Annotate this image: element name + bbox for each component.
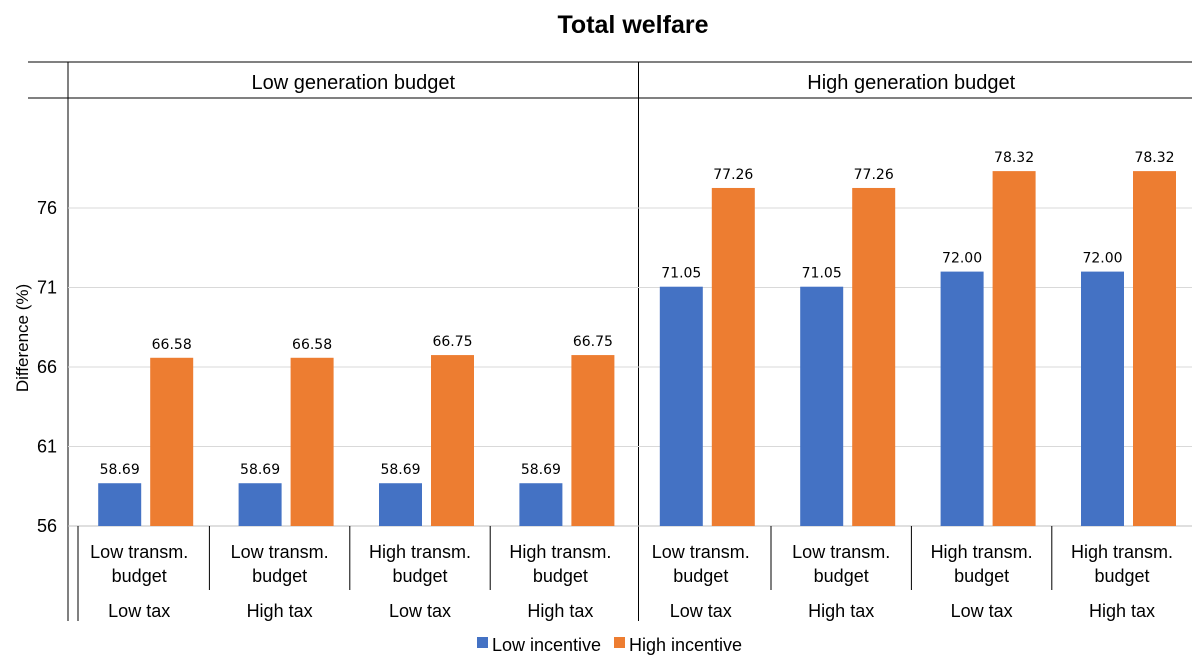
bar-high-incentive — [571, 355, 615, 526]
bar-high-incentive — [992, 171, 1036, 526]
bar-low-incentive — [940, 271, 984, 526]
bar-low-incentive — [379, 483, 422, 526]
category-transm-label-line1: High transm. — [369, 542, 471, 562]
category-transm-label-line2: budget — [814, 566, 869, 586]
bar-high-incentive — [1133, 171, 1176, 526]
data-label: 77.26 — [854, 167, 894, 183]
category-transm-label-line2: budget — [533, 566, 588, 586]
category-transm-label-line2: budget — [954, 566, 1009, 586]
category-labels: Low transm. budget Low tax Low transm. budge… — [77, 526, 1173, 621]
bar-low-incentive — [98, 483, 142, 526]
category-transm-label-line2: budget — [392, 566, 447, 586]
category-transm-label-line1: Low transm. — [652, 542, 750, 562]
category-transm-label-line2: budget — [252, 566, 307, 586]
data-label: 66.75 — [432, 334, 472, 350]
bar-low-incentive — [659, 286, 703, 526]
bars — [98, 171, 1176, 526]
category-transm-label-line1: Low transm. — [90, 542, 188, 562]
y-tick-label: 61 — [37, 437, 57, 457]
category-transm-label-line1: High transm. — [1071, 542, 1173, 562]
category-tax-label: High tax — [1089, 601, 1155, 621]
category-transm-label-line1: High transm. — [509, 542, 611, 562]
category-tax-label: Low tax — [670, 601, 732, 621]
category-tax-label: High tax — [808, 601, 874, 621]
bar-low-incentive — [1081, 271, 1124, 526]
category-transm-label-line1: Low transm. — [231, 542, 329, 562]
data-labels: 58.69 66.58 58.69 66.58 58.69 66.75 58.69 66.75… — [100, 150, 1175, 478]
data-label: 66.75 — [573, 334, 613, 350]
data-label: 71.05 — [661, 266, 701, 282]
data-label: 58.69 — [100, 462, 140, 478]
panel-label-high-generation: High generation budget — [807, 72, 1015, 94]
data-label: 58.69 — [521, 462, 561, 478]
bar-high-incentive — [431, 355, 474, 526]
category-tax-label: High tax — [247, 601, 313, 621]
bar-low-incentive — [238, 483, 282, 526]
category-tax-label: High tax — [527, 601, 593, 621]
category-transm-label-line1: Low transm. — [792, 542, 890, 562]
data-label: 72.00 — [1082, 251, 1122, 267]
data-label: 66.58 — [292, 337, 332, 353]
legend-swatch-low-incentive — [477, 637, 488, 648]
data-label: 71.05 — [802, 266, 842, 282]
chart-title: Total welfare — [558, 11, 709, 39]
category-tax-label: Low tax — [389, 601, 451, 621]
category-transm-label-line2: budget — [112, 566, 167, 586]
category-tax-label: Low tax — [108, 601, 170, 621]
bar-high-incentive — [852, 187, 896, 526]
bar-low-incentive — [519, 483, 563, 526]
legend-label-low-incentive: Low incentive — [492, 635, 601, 655]
data-label: 58.69 — [380, 462, 420, 478]
category-transm-label-line2: budget — [673, 566, 728, 586]
data-label: 58.69 — [240, 462, 280, 478]
data-label: 66.58 — [152, 337, 192, 353]
y-tick-label: 66 — [37, 357, 57, 377]
bar-high-incentive — [290, 357, 334, 526]
bar-low-incentive — [800, 286, 844, 526]
y-tick-label: 76 — [37, 198, 57, 218]
panel-label-low-generation: Low generation budget — [252, 72, 456, 94]
legend: Low incentive High incentive — [477, 635, 742, 655]
data-label: 72.00 — [942, 251, 982, 267]
y-axis-ticks: 56 61 66 71 76 — [37, 198, 57, 536]
y-tick-label: 56 — [37, 516, 57, 536]
y-tick-label: 71 — [37, 278, 57, 298]
y-axis-label: Difference (%) — [13, 284, 32, 392]
category-tax-label: Low tax — [951, 601, 1013, 621]
legend-swatch-high-incentive — [614, 637, 625, 648]
data-label: 78.32 — [994, 150, 1034, 166]
bar-high-incentive — [150, 357, 194, 526]
data-label: 77.26 — [713, 167, 753, 183]
category-transm-label-line2: budget — [1094, 566, 1149, 586]
bar-high-incentive — [711, 187, 755, 526]
legend-label-high-incentive: High incentive — [629, 635, 742, 655]
data-label: 78.32 — [1134, 150, 1174, 166]
category-transm-label-line1: High transm. — [931, 542, 1033, 562]
panel-labels: Low generation budget High generation bud… — [252, 72, 1016, 94]
